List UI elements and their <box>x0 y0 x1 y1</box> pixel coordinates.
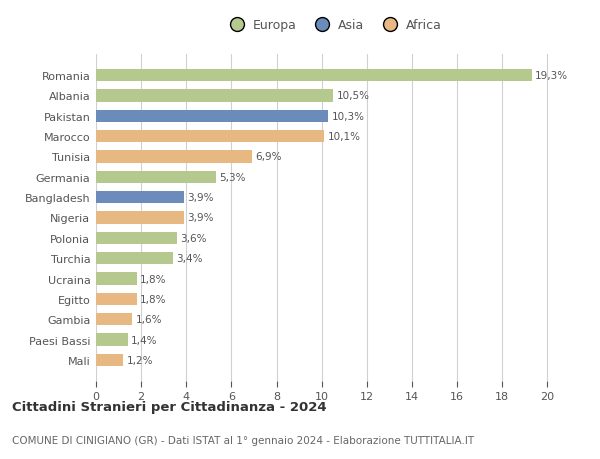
Bar <box>96 151 252 163</box>
Text: 1,2%: 1,2% <box>127 355 153 365</box>
Text: 19,3%: 19,3% <box>535 71 568 81</box>
Bar <box>96 171 215 184</box>
Text: Cittadini Stranieri per Cittadinanza - 2024: Cittadini Stranieri per Cittadinanza - 2… <box>12 400 326 413</box>
Text: 3,9%: 3,9% <box>187 213 214 223</box>
Text: 1,8%: 1,8% <box>140 294 167 304</box>
Text: 3,6%: 3,6% <box>181 233 207 243</box>
Bar <box>96 252 173 265</box>
Text: 3,4%: 3,4% <box>176 254 203 263</box>
Text: 1,8%: 1,8% <box>140 274 167 284</box>
Text: 10,5%: 10,5% <box>337 91 370 101</box>
Text: 6,9%: 6,9% <box>255 152 281 162</box>
Text: 5,3%: 5,3% <box>219 173 245 182</box>
Text: 1,4%: 1,4% <box>131 335 157 345</box>
Legend: Europa, Asia, Africa: Europa, Asia, Africa <box>224 19 442 32</box>
Bar <box>96 293 137 305</box>
Text: 3,9%: 3,9% <box>187 193 214 203</box>
Text: COMUNE DI CINIGIANO (GR) - Dati ISTAT al 1° gennaio 2024 - Elaborazione TUTTITAL: COMUNE DI CINIGIANO (GR) - Dati ISTAT al… <box>12 435 474 445</box>
Bar <box>96 90 333 102</box>
Bar <box>96 131 324 143</box>
Bar <box>96 192 184 204</box>
Text: 1,6%: 1,6% <box>136 314 162 325</box>
Bar <box>96 273 137 285</box>
Text: 10,1%: 10,1% <box>328 132 361 142</box>
Bar <box>96 313 132 325</box>
Bar <box>96 232 177 244</box>
Bar <box>96 334 128 346</box>
Bar <box>96 212 184 224</box>
Bar <box>96 70 532 82</box>
Bar <box>96 111 328 123</box>
Bar <box>96 354 123 366</box>
Text: 10,3%: 10,3% <box>332 112 365 122</box>
